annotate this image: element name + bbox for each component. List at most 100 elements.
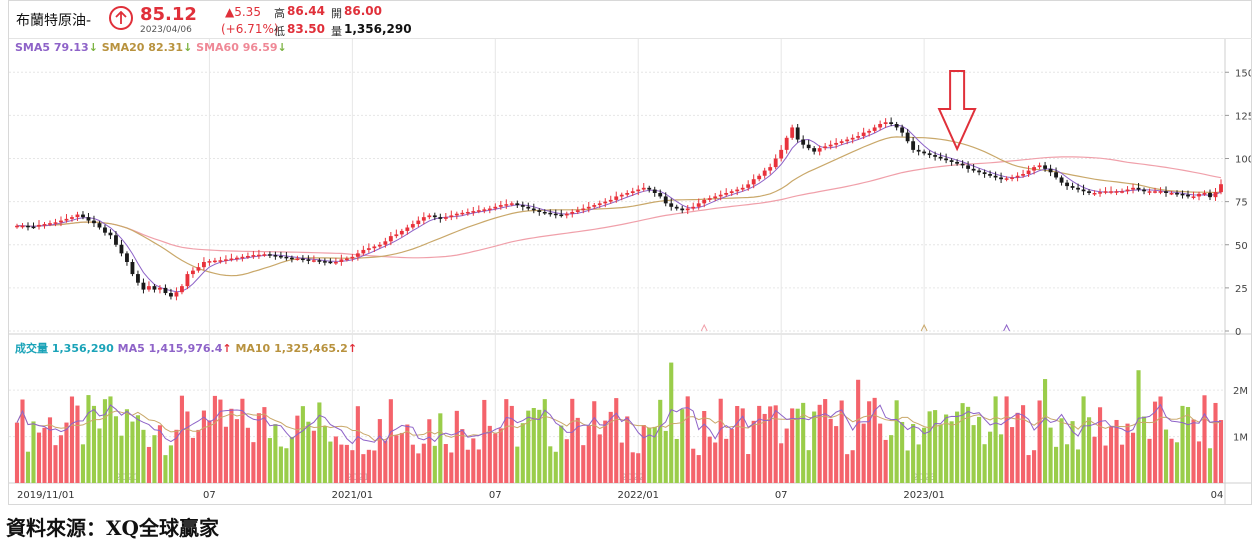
volume-bar [718, 398, 723, 483]
quote-date: 2023/04/06 [140, 25, 192, 35]
open-label: 開 [331, 7, 342, 20]
volume-bar [251, 442, 256, 483]
candle-body [15, 225, 19, 228]
volume-bar [372, 450, 377, 483]
candle-body [125, 253, 129, 262]
candle-body [581, 208, 586, 211]
candle-body [1142, 189, 1146, 192]
candle-body [592, 205, 597, 207]
candle-body [295, 258, 300, 261]
candle-body [636, 189, 641, 192]
candle-body [795, 127, 800, 140]
sma20-down-arrow-icon: ↓ [183, 41, 193, 54]
volume-bar [47, 417, 53, 483]
candle-body [339, 259, 344, 262]
volume-bar [795, 408, 800, 483]
volume-bar [69, 396, 75, 483]
volume-bar [889, 435, 894, 483]
candle-body [553, 213, 558, 216]
volume-bar [284, 448, 289, 483]
candle-body [136, 274, 140, 283]
volume-bar [438, 413, 443, 483]
volume-bar [867, 401, 872, 483]
candle-body [443, 217, 448, 219]
candle-body [872, 127, 877, 131]
volume-bar [784, 428, 789, 483]
candle-body [608, 199, 613, 202]
candle-body [999, 177, 1004, 180]
candle-body [1208, 193, 1212, 198]
volume-bar [575, 417, 580, 483]
volume-bar [883, 439, 888, 483]
candle-body [421, 217, 426, 221]
candle-body [1191, 196, 1196, 198]
volume-bar [185, 411, 190, 483]
instrument-name[interactable]: 布蘭特原油- [16, 13, 92, 29]
candle-body [916, 149, 921, 152]
volume-bar [289, 436, 294, 483]
volume-bar [680, 409, 685, 483]
volume-bar [1070, 421, 1075, 483]
volume-bar [416, 453, 421, 483]
candle-body [498, 205, 503, 207]
y-tick-label: 25 [1235, 284, 1248, 295]
candle-body [878, 124, 883, 128]
volume-bar [1130, 432, 1136, 483]
volume-bar [1015, 412, 1020, 483]
volume-bar [537, 409, 542, 483]
volume-bar [702, 410, 707, 483]
volume-bar [1202, 395, 1207, 483]
candle-body [130, 262, 135, 275]
high-value: 86.44 [287, 4, 325, 18]
candle-body [394, 234, 399, 237]
volume-bar [394, 435, 399, 483]
volume-bar [482, 399, 487, 483]
price-volume-chart[interactable]: 2019/11/01 07 2021/01 07 2022/01 07 2023/01 04 2… [9, 1, 1251, 504]
candle-body [289, 257, 294, 260]
volume-bar [1108, 426, 1114, 483]
candle-body [927, 153, 932, 156]
volume-bar [234, 419, 239, 483]
volume-bar [597, 434, 602, 483]
volume-tick-label: 2M [1233, 386, 1248, 397]
low-value: 83.50 [287, 22, 325, 36]
volume-bar [179, 395, 184, 483]
candle-body [119, 244, 124, 254]
sma60-label: SMA60 [196, 41, 239, 54]
volume-bar [218, 399, 223, 483]
volume-bar [124, 409, 130, 483]
candle-body [372, 246, 377, 249]
y-tick-label: 0 [1235, 327, 1241, 338]
candle-body [1213, 192, 1218, 198]
volume-bar [762, 413, 767, 483]
candle-body [938, 156, 943, 159]
volume-bar [757, 405, 762, 483]
candle-body [26, 225, 30, 228]
candle-body [575, 210, 580, 212]
ma5-up-arrow-icon: ↑ [222, 342, 232, 355]
sma20-line [17, 136, 1222, 277]
candle-body [1087, 191, 1091, 193]
volume-bar [993, 396, 998, 483]
volume-bar [130, 421, 135, 483]
candle-body [1059, 177, 1064, 183]
volume-bar [1191, 419, 1196, 483]
high-label: 高 [274, 7, 285, 20]
volume-bar [278, 446, 283, 483]
candle-body [180, 286, 184, 293]
volume-tick-label: 1M [1233, 433, 1248, 444]
y-tick-label: 150 [1235, 68, 1251, 79]
volume-bar [256, 413, 261, 483]
volume-bar [746, 454, 751, 483]
ma10-label: MA10 [235, 342, 271, 355]
candle-body [652, 189, 657, 193]
price-change-percent: (+6.71%) [221, 22, 279, 36]
candle-body [542, 211, 547, 214]
sma60-line [17, 156, 1222, 259]
data-source-caption: 資料來源：XQ全球贏家 [6, 516, 219, 540]
volume-bar [977, 416, 982, 483]
volume-bar [75, 405, 80, 483]
volume-bar [922, 427, 927, 483]
x-tick-label: 07 [775, 490, 788, 501]
candle-body [861, 132, 866, 137]
